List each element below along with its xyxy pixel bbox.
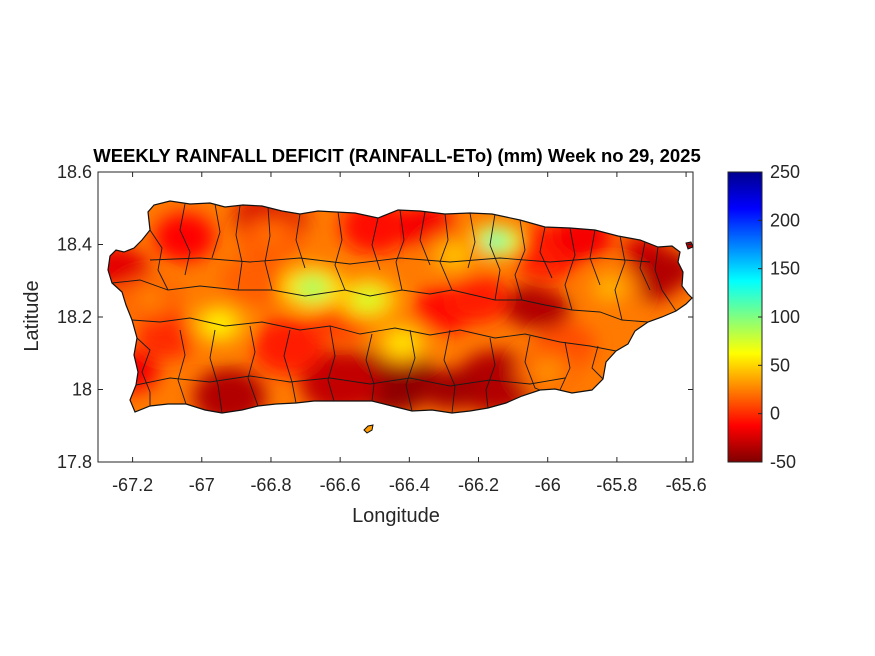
colorbar-tick-label: 250	[770, 162, 800, 182]
deficit-hotspot	[387, 330, 418, 355]
x-axis: -67.2 -67 -66.8 -66.6 -66.4 -66.2 -66 -65.8 -65.…	[112, 172, 707, 495]
municipality-boundary	[149, 229, 169, 291]
municipality-boundary	[591, 345, 604, 380]
municipality-boundary	[395, 209, 405, 291]
x-tick-label: -65.6	[666, 475, 707, 495]
deficit-surface	[108, 201, 692, 413]
y-tick-label: 18.4	[57, 235, 92, 255]
municipality-boundary	[136, 337, 151, 406]
municipality-boundary	[371, 217, 381, 271]
municipality-boundary	[235, 205, 243, 291]
municipality-boundary	[365, 333, 375, 402]
colorbar-tick-label: 0	[770, 404, 780, 424]
field-patch	[221, 255, 286, 307]
deficit-hotspot	[594, 275, 626, 301]
colorbar: 250 200 150 100 50 0 -50	[727, 162, 800, 472]
deficit-coldspot	[510, 289, 571, 330]
municipality-boundary	[524, 335, 541, 391]
deficit-hotspot	[484, 232, 508, 250]
chart-title: WEEKLY RAINFALL DEFICIT (RAINFALL-ETo) (…	[93, 145, 701, 166]
deficit-hotspot	[438, 243, 470, 268]
municipality-boundary	[334, 211, 346, 291]
colorbar-tick-label: 50	[770, 355, 790, 375]
municipality-boundary	[327, 325, 336, 402]
municipality-boundary	[149, 257, 651, 265]
colorbar-tick-label: -50	[770, 452, 796, 472]
colorbar-ticks: 250 200 150 100 50 0 -50	[758, 162, 800, 472]
x-tick-label: -66.2	[458, 475, 499, 495]
municipality-boundary	[135, 375, 566, 387]
municipality-boundary	[539, 226, 553, 279]
municipality-boundary	[654, 246, 677, 312]
deficit-hotspot	[532, 359, 564, 384]
x-axis-label: Longitude	[352, 505, 440, 527]
municipality-boundary	[564, 227, 576, 311]
deficit-coldspot	[108, 246, 146, 287]
municipality-boundary	[489, 213, 501, 301]
municipality-boundary	[247, 325, 259, 407]
municipality-boundary	[419, 211, 431, 266]
field-patch	[448, 274, 509, 323]
municipality-boundary	[439, 213, 453, 291]
x-tick-label: -67	[189, 475, 215, 495]
municipality-boundary	[264, 206, 273, 291]
y-tick-label: 18	[72, 380, 92, 400]
colorbar-tick-label: 200	[770, 210, 800, 230]
culebra-island	[685, 241, 694, 250]
municipality-boundary	[283, 329, 297, 404]
field-patch	[154, 213, 215, 262]
municipality-boundary	[614, 235, 626, 321]
municipality-boundary	[589, 229, 601, 286]
y-axis-label: Latitude	[21, 280, 43, 351]
municipality-boundary	[485, 337, 496, 409]
municipality-boundary	[177, 329, 187, 405]
caja-de-muertos-island	[363, 424, 374, 434]
municipality-boundary	[131, 317, 617, 352]
municipality-boundary	[443, 329, 456, 414]
colorbar-gradient	[727, 171, 763, 463]
x-tick-label: -67.2	[112, 475, 153, 495]
x-tick-label: -66.4	[389, 475, 430, 495]
colorbar-tick-label: 150	[770, 259, 800, 279]
y-tick-label: 17.8	[57, 452, 92, 472]
municipality-boundary	[111, 279, 649, 323]
deficit-hotspot	[255, 225, 287, 250]
municipality-boundary	[639, 241, 651, 291]
municipality-boundaries	[111, 203, 677, 414]
deficit-hotspot	[134, 286, 166, 311]
municipality-boundary	[179, 203, 191, 276]
x-tick-label: -65.8	[596, 475, 637, 495]
y-tick-label: 18.2	[57, 307, 92, 327]
deficit-coldspot	[420, 369, 481, 410]
field-patch	[300, 350, 381, 413]
deficit-hotspot	[352, 286, 384, 311]
x-tick-label: -66.8	[250, 475, 291, 495]
municipality-boundary	[405, 329, 416, 412]
field-patch	[137, 311, 198, 360]
field-patch	[252, 317, 325, 375]
y-tick-label: 18.6	[57, 162, 92, 182]
municipality-boundary	[209, 329, 223, 414]
map-layer	[107, 200, 694, 434]
x-tick-label: -66.6	[320, 475, 361, 495]
municipality-boundary	[514, 219, 526, 301]
colorbar-tick-label: 100	[770, 307, 800, 327]
x-tick-label: -66	[535, 475, 561, 495]
municipality-boundary	[559, 341, 571, 391]
municipality-boundary	[467, 212, 476, 269]
deficit-hotspot	[297, 275, 328, 301]
municipality-boundary	[211, 203, 221, 259]
y-axis: 18.6 18.4 18.2 18 17.8	[57, 162, 693, 472]
